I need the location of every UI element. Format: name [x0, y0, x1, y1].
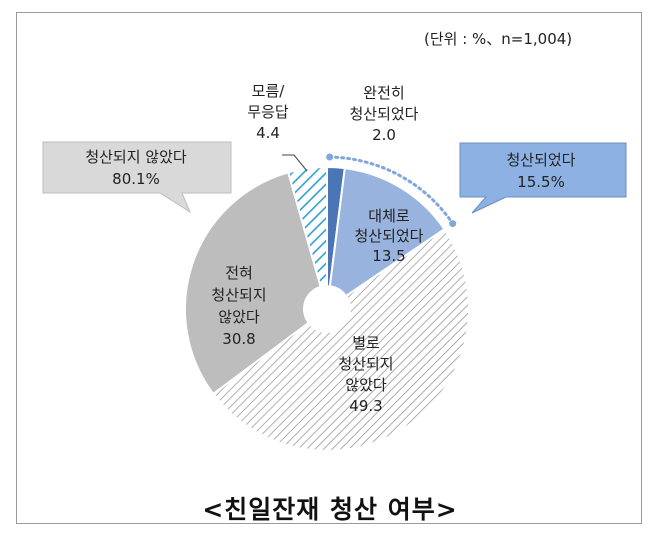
pie-slice-3	[211, 227, 470, 452]
slice-label-3: 별로 청산되지 않았다 49.3	[338, 334, 393, 415]
dotted-arc-end	[449, 220, 457, 228]
callout-resolved	[459, 142, 627, 214]
callout-unresolved-text: 청산되지 않았다 80.1%	[85, 148, 187, 188]
unit-note: (단위 : %、n=1,004)	[424, 30, 573, 48]
pie-slice-2	[328, 167, 446, 298]
slice-label-2: 대체로 청산되었다 13.5	[354, 207, 423, 265]
callout-resolved-text: 청산되었다 15.5%	[506, 151, 575, 191]
slice-label-4: 전혀 청산되지 않았다 30.8	[211, 264, 266, 348]
dotted-arc	[328, 155, 455, 226]
leader-line-no-answer	[282, 154, 308, 172]
dotted-arc-start	[326, 153, 334, 161]
pie-slice-4	[184, 171, 322, 396]
chart-frame	[16, 12, 642, 524]
chart-caption: <친일잔재 청산 여부>	[202, 495, 458, 524]
slice-label-1: 완전히 청산되었다 2.0	[349, 84, 418, 144]
slice-label-5: 모름/무응답 4.4	[247, 82, 289, 142]
callout-unresolved	[42, 141, 232, 214]
pie-slice-5	[287, 165, 328, 289]
